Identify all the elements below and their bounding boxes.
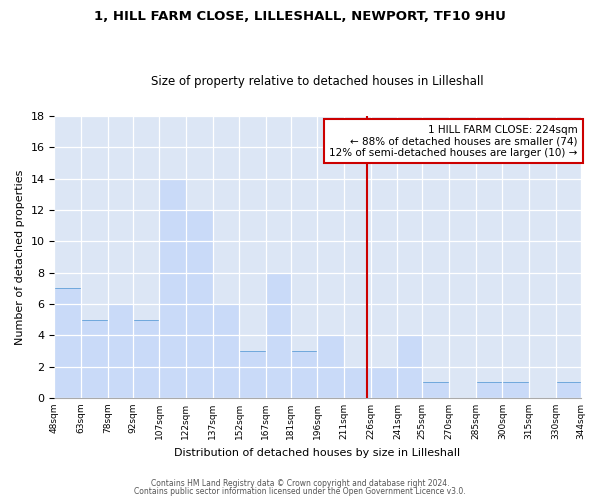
Bar bbox=[476, 382, 502, 398]
Bar bbox=[108, 304, 133, 398]
Title: Size of property relative to detached houses in Lilleshall: Size of property relative to detached ho… bbox=[151, 76, 484, 88]
Bar bbox=[422, 382, 449, 398]
Bar bbox=[291, 351, 317, 398]
Bar bbox=[502, 382, 529, 398]
Bar bbox=[317, 336, 344, 398]
Bar bbox=[344, 366, 371, 398]
Bar bbox=[159, 178, 186, 398]
Bar bbox=[81, 320, 108, 398]
Text: 1, HILL FARM CLOSE, LILLESHALL, NEWPORT, TF10 9HU: 1, HILL FARM CLOSE, LILLESHALL, NEWPORT,… bbox=[94, 10, 506, 23]
Text: 1 HILL FARM CLOSE: 224sqm
← 88% of detached houses are smaller (74)
12% of semi-: 1 HILL FARM CLOSE: 224sqm ← 88% of detac… bbox=[329, 124, 578, 158]
Bar bbox=[186, 210, 212, 398]
Bar bbox=[397, 336, 422, 398]
X-axis label: Distribution of detached houses by size in Lilleshall: Distribution of detached houses by size … bbox=[175, 448, 461, 458]
Bar bbox=[133, 320, 159, 398]
Text: Contains public sector information licensed under the Open Government Licence v3: Contains public sector information licen… bbox=[134, 487, 466, 496]
Text: Contains HM Land Registry data © Crown copyright and database right 2024.: Contains HM Land Registry data © Crown c… bbox=[151, 478, 449, 488]
Bar bbox=[556, 382, 581, 398]
Bar bbox=[239, 351, 266, 398]
Bar bbox=[371, 366, 397, 398]
Bar bbox=[55, 288, 81, 398]
Bar bbox=[266, 272, 291, 398]
Y-axis label: Number of detached properties: Number of detached properties bbox=[15, 170, 25, 344]
Bar bbox=[212, 304, 239, 398]
